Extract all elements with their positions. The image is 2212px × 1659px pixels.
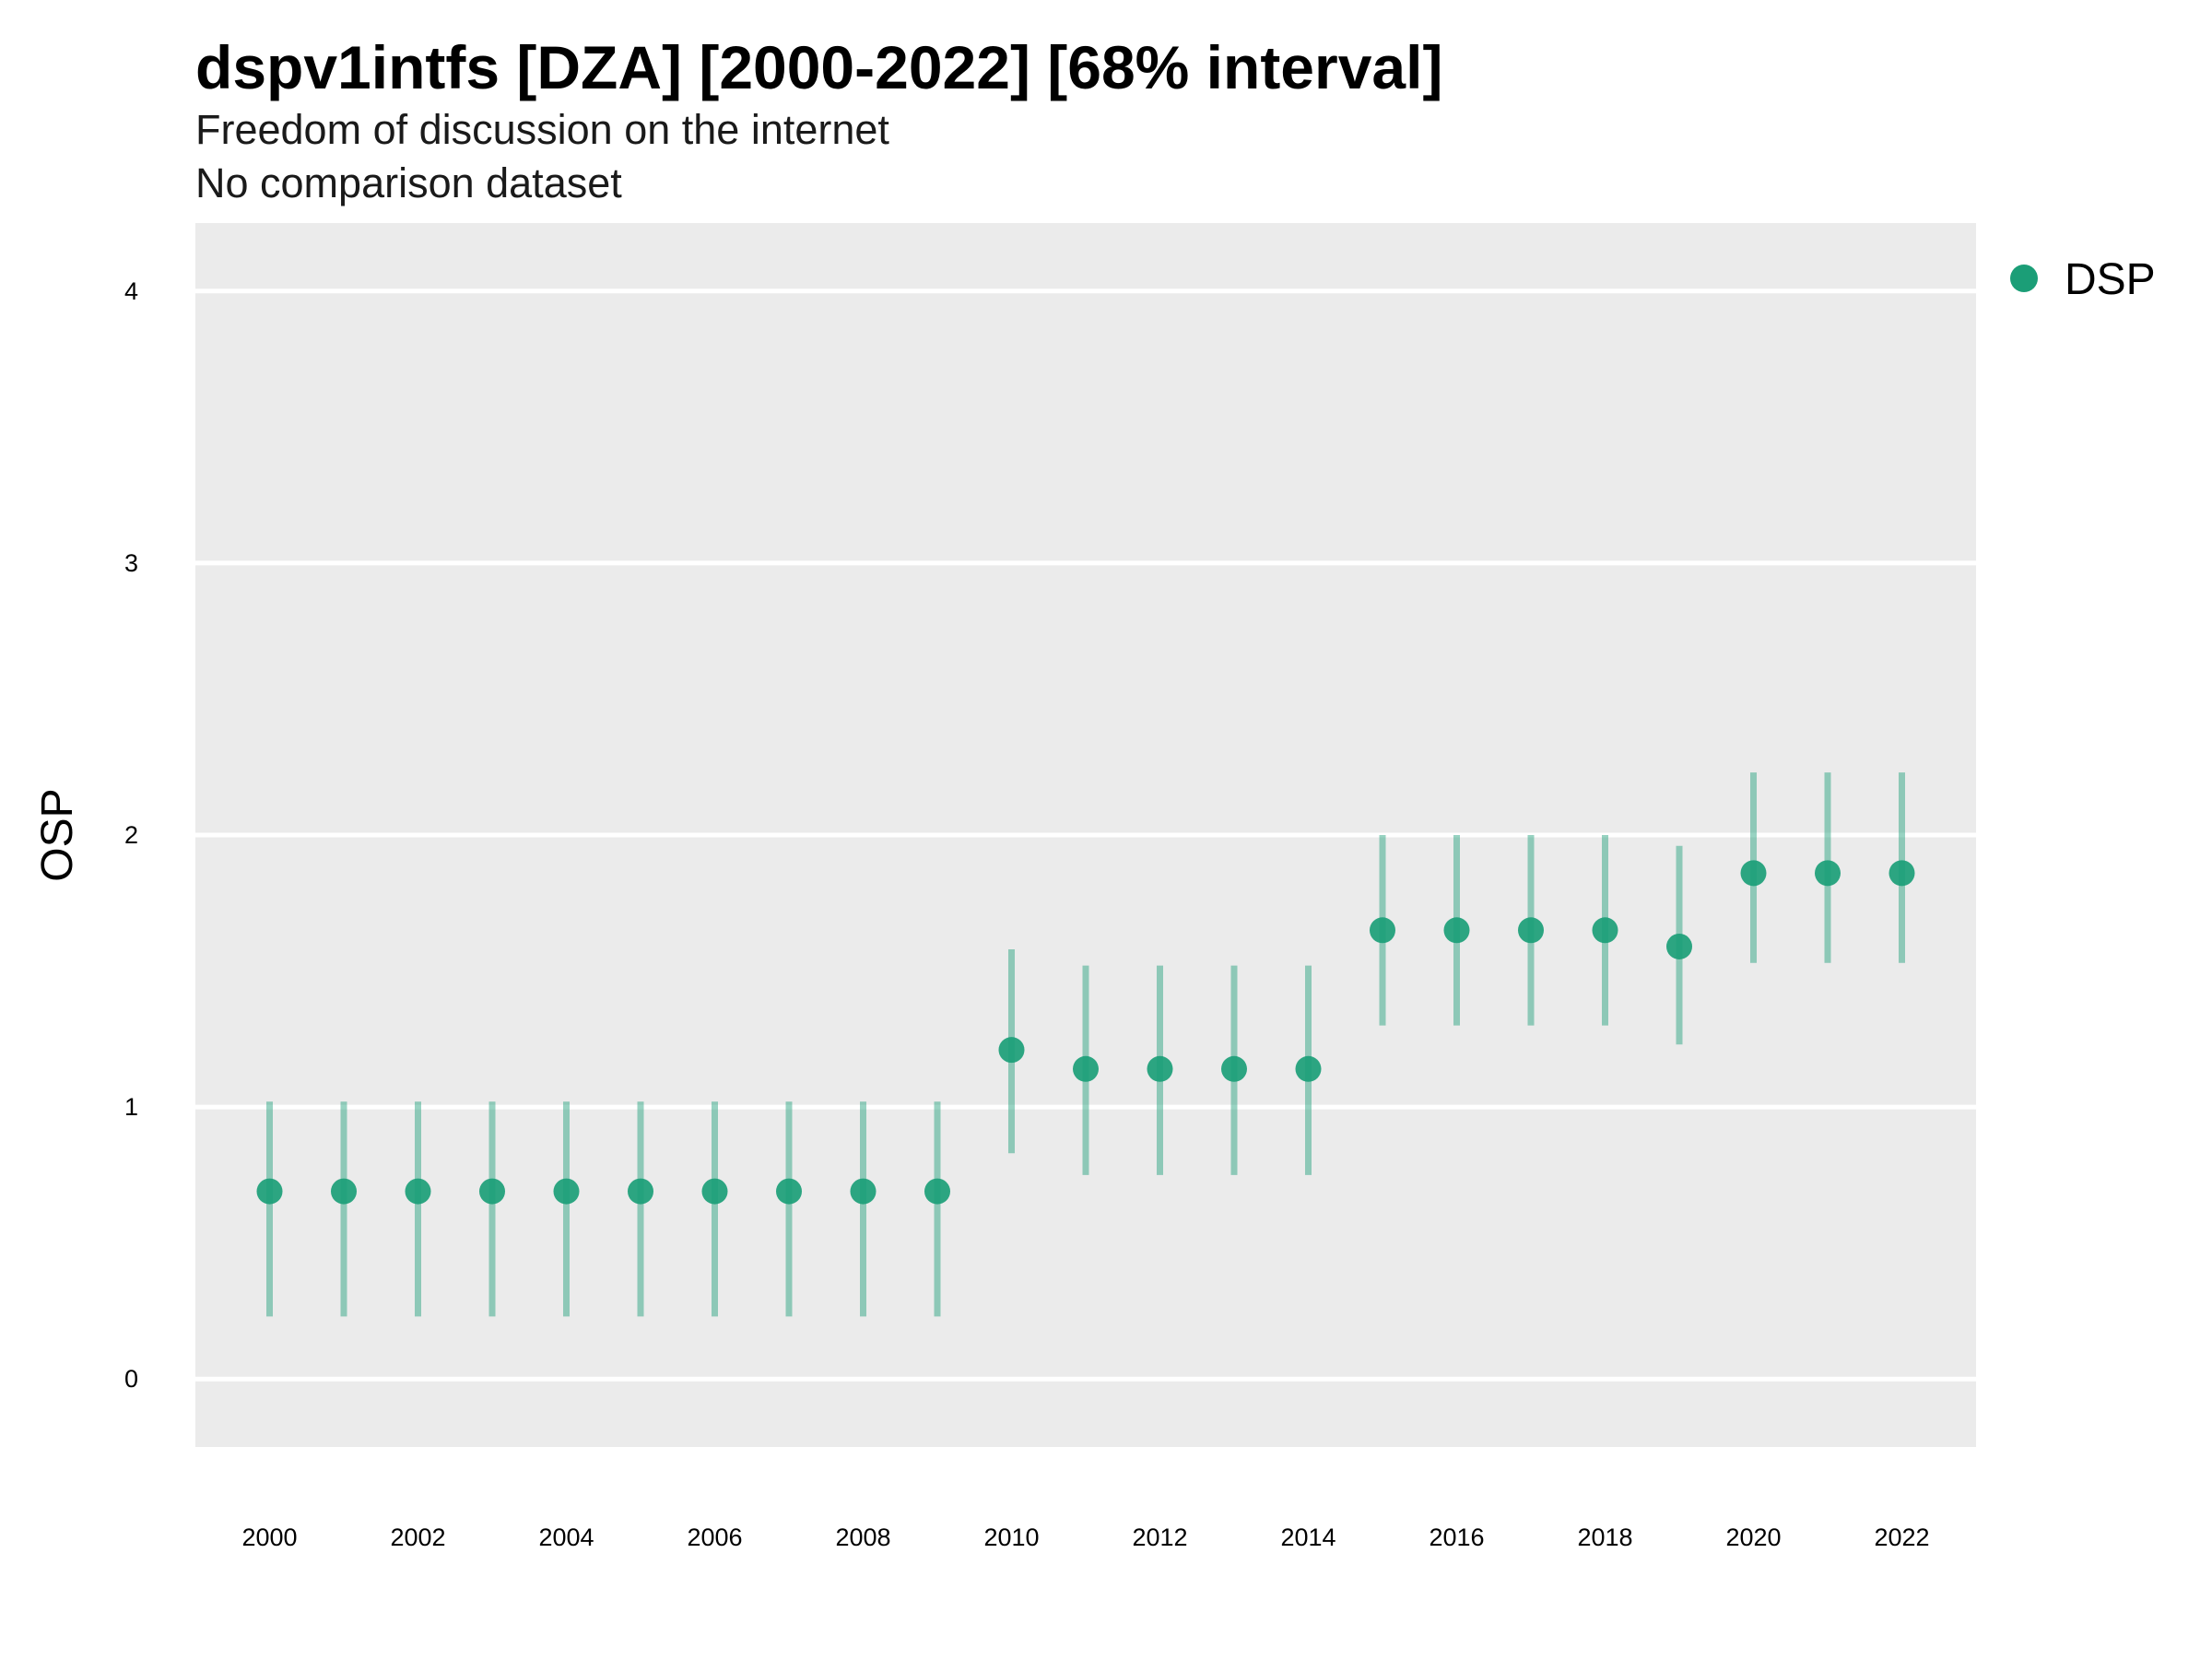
grid-lines [195,288,1976,1382]
data-point-2006 [701,1178,728,1205]
data-point-2021 [1815,860,1841,887]
data-point-2012 [1147,1055,1173,1082]
x-tick-label: 2006 [687,1524,742,1551]
data-point-2018 [1592,917,1618,944]
x-tick-label: 2018 [1577,1524,1632,1551]
x-tick-label: 2020 [1725,1524,1781,1551]
data-point-2016 [1443,917,1470,944]
x-tick-label: 2022 [1874,1524,1929,1551]
data-point-2000 [256,1178,283,1205]
data-point-2017 [1518,917,1544,944]
x-tick-label: 2014 [1280,1524,1335,1551]
chart-subtitle: Freedom of discussion on the internet [195,106,889,153]
x-tick-label: 2016 [1429,1524,1484,1551]
data-point-2008 [850,1178,877,1205]
data-point-2004 [553,1178,580,1205]
chart-caption: No comparison dataset [195,159,622,206]
data-points [256,860,1915,1205]
data-point-2005 [628,1178,653,1205]
data-point-2013 [1221,1055,1247,1082]
y-axis-label: OSP [33,788,82,881]
y-axis-ticks: 0 1 2 3 4 [124,277,138,1393]
data-point-2022 [1888,860,1915,887]
y-tick-label: 0 [124,1365,138,1393]
x-axis-ticks: 2000 2002 2004 2006 2008 2010 2012 2014 2016 2018… [241,1524,1929,1551]
x-tick-label: 2002 [390,1524,445,1551]
data-point-2001 [331,1178,357,1205]
data-point-2003 [479,1178,505,1205]
y-tick-label: 3 [124,549,138,577]
legend-marker-dsp [2010,265,2038,292]
data-point-2010 [998,1037,1025,1064]
x-tick-label: 2012 [1132,1524,1187,1551]
data-point-2020 [1740,860,1767,887]
y-tick-label: 1 [124,1093,138,1121]
data-point-2015 [1370,917,1395,944]
x-tick-label: 2004 [538,1524,594,1551]
legend-label-dsp: DSP [2065,255,2156,304]
y-tick-label: 2 [124,821,138,849]
data-point-2009 [924,1178,950,1205]
legend: DSP [2010,255,2156,304]
data-point-2019 [1666,933,1692,959]
data-point-2014 [1295,1055,1322,1082]
data-point-2007 [776,1178,802,1205]
x-tick-label: 2000 [241,1524,297,1551]
data-point-2002 [405,1178,431,1205]
x-tick-label: 2008 [835,1524,890,1551]
y-tick-label: 4 [124,277,138,305]
chart-title: dspv1intfs [DZA] [2000-2022] [68% interv… [195,33,1442,101]
x-tick-label: 2010 [983,1524,1039,1551]
data-point-2011 [1073,1055,1099,1082]
